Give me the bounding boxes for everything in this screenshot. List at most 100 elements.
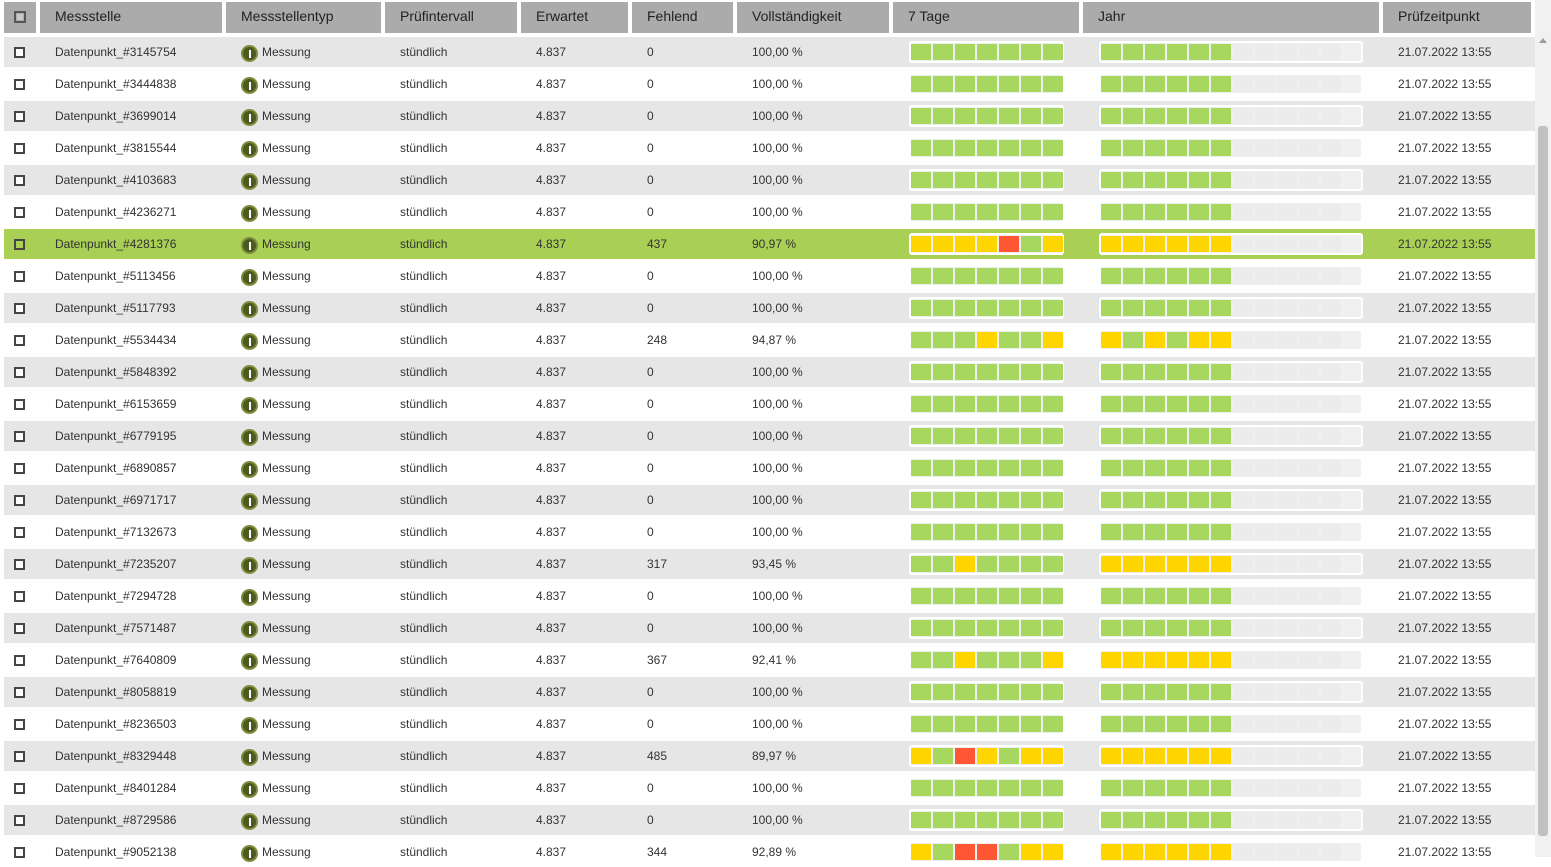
column-header-pruefintervall[interactable]: Prüfintervall (385, 2, 517, 33)
table-row[interactable]: Datenpunkt_#8236503 Messung stündlich 4.837… (4, 709, 1535, 739)
completeness-year-bar[interactable] (1099, 105, 1363, 127)
completeness-7-days-bar[interactable] (909, 745, 1064, 767)
row-checkbox-icon[interactable] (14, 367, 25, 378)
completeness-year-bar[interactable] (1099, 841, 1363, 863)
table-row[interactable]: Datenpunkt_#3444838 Messung stündlich 4.837… (4, 69, 1535, 99)
completeness-7-days-bar[interactable] (909, 297, 1064, 319)
row-checkbox-icon[interactable] (14, 463, 25, 474)
completeness-7-days-bar[interactable] (909, 681, 1064, 703)
column-header-pruefzeitpunkt[interactable]: Prüfzeitpunkt (1383, 2, 1531, 33)
table-row[interactable]: Datenpunkt_#3699014 Messung stündlich 4.837… (4, 101, 1535, 131)
table-row[interactable]: Datenpunkt_#7640809 Messung stündlich 4.837… (4, 645, 1535, 675)
completeness-7-days-bar[interactable] (909, 265, 1064, 287)
row-checkbox-icon[interactable] (14, 47, 25, 58)
completeness-year-bar[interactable] (1099, 681, 1363, 703)
row-checkbox-icon[interactable] (14, 335, 25, 346)
table-row[interactable]: Datenpunkt_#4103683 Messung stündlich 4.837… (4, 165, 1535, 195)
completeness-7-days-bar[interactable] (909, 169, 1064, 191)
row-checkbox-icon[interactable] (14, 303, 25, 314)
table-row[interactable]: Datenpunkt_#9052138 Messung stündlich 4.837… (4, 837, 1535, 867)
row-checkbox-icon[interactable] (14, 175, 25, 186)
completeness-7-days-bar[interactable] (909, 41, 1064, 63)
completeness-7-days-bar[interactable] (909, 73, 1064, 95)
row-checkbox-icon[interactable] (14, 431, 25, 442)
completeness-year-bar[interactable] (1099, 713, 1363, 735)
column-header-messstelle[interactable]: Messstelle (40, 2, 222, 33)
completeness-year-bar[interactable] (1099, 265, 1363, 287)
column-header-jahr[interactable]: Jahr (1083, 2, 1379, 33)
completeness-year-bar[interactable] (1099, 617, 1363, 639)
completeness-7-days-bar[interactable] (909, 489, 1064, 511)
table-row[interactable]: Datenpunkt_#8329448 Messung stündlich 4.837… (4, 741, 1535, 771)
completeness-year-bar[interactable] (1099, 745, 1363, 767)
completeness-year-bar[interactable] (1099, 457, 1363, 479)
table-row[interactable]: Datenpunkt_#5117793 Messung stündlich 4.837… (4, 293, 1535, 323)
completeness-7-days-bar[interactable] (909, 457, 1064, 479)
table-row[interactable]: Datenpunkt_#6779195 Messung stündlich 4.837… (4, 421, 1535, 451)
table-row[interactable]: Datenpunkt_#6971717 Messung stündlich 4.837… (4, 485, 1535, 515)
completeness-year-bar[interactable] (1099, 489, 1363, 511)
completeness-year-bar[interactable] (1099, 649, 1363, 671)
completeness-7-days-bar[interactable] (909, 425, 1064, 447)
completeness-year-bar[interactable] (1099, 233, 1363, 255)
row-checkbox-icon[interactable] (14, 399, 25, 410)
column-header-fehlend[interactable]: Fehlend (632, 2, 733, 33)
row-checkbox-icon[interactable] (14, 239, 25, 250)
table-row[interactable]: Datenpunkt_#5848392 Messung stündlich 4.837… (4, 357, 1535, 387)
row-checkbox-icon[interactable] (14, 79, 25, 90)
completeness-year-bar[interactable] (1099, 809, 1363, 831)
completeness-7-days-bar[interactable] (909, 361, 1064, 383)
row-checkbox-icon[interactable] (14, 559, 25, 570)
completeness-7-days-bar[interactable] (909, 137, 1064, 159)
row-checkbox-icon[interactable] (14, 623, 25, 634)
completeness-year-bar[interactable] (1099, 169, 1363, 191)
column-header-messstellentyp[interactable]: Messstellentyp (226, 2, 381, 33)
completeness-7-days-bar[interactable] (909, 617, 1064, 639)
completeness-year-bar[interactable] (1099, 201, 1363, 223)
row-checkbox-icon[interactable] (14, 207, 25, 218)
completeness-7-days-bar[interactable] (909, 777, 1064, 799)
row-checkbox-icon[interactable] (14, 783, 25, 794)
completeness-year-bar[interactable] (1099, 393, 1363, 415)
completeness-year-bar[interactable] (1099, 297, 1363, 319)
row-checkbox-icon[interactable] (14, 719, 25, 730)
scroll-up-arrow-icon[interactable] (1539, 38, 1547, 43)
completeness-7-days-bar[interactable] (909, 585, 1064, 607)
completeness-year-bar[interactable] (1099, 41, 1363, 63)
completeness-year-bar[interactable] (1099, 553, 1363, 575)
row-checkbox-icon[interactable] (14, 143, 25, 154)
table-row[interactable]: Datenpunkt_#6890857 Messung stündlich 4.837… (4, 453, 1535, 483)
table-row[interactable]: Datenpunkt_#3815544 Messung stündlich 4.837… (4, 133, 1535, 163)
table-row[interactable]: Datenpunkt_#4236271 Messung stündlich 4.837… (4, 197, 1535, 227)
table-row[interactable]: Datenpunkt_#7235207 Messung stündlich 4.837… (4, 549, 1535, 579)
completeness-7-days-bar[interactable] (909, 809, 1064, 831)
column-header-vollstaendigkeit[interactable]: Vollständigkeit (737, 2, 889, 33)
completeness-7-days-bar[interactable] (909, 201, 1064, 223)
row-checkbox-icon[interactable] (14, 847, 25, 858)
row-checkbox-icon[interactable] (14, 815, 25, 826)
completeness-7-days-bar[interactable] (909, 105, 1064, 127)
completeness-7-days-bar[interactable] (909, 713, 1064, 735)
column-header-erwartet[interactable]: Erwartet (521, 2, 628, 33)
completeness-7-days-bar[interactable] (909, 233, 1064, 255)
completeness-year-bar[interactable] (1099, 73, 1363, 95)
completeness-7-days-bar[interactable] (909, 329, 1064, 351)
row-checkbox-icon[interactable] (14, 111, 25, 122)
completeness-year-bar[interactable] (1099, 521, 1363, 543)
completeness-7-days-bar[interactable] (909, 553, 1064, 575)
column-header-7-tage[interactable]: 7 Tage (893, 2, 1079, 33)
completeness-year-bar[interactable] (1099, 137, 1363, 159)
table-row[interactable]: Datenpunkt_#5113456 Messung stündlich 4.837… (4, 261, 1535, 291)
table-row[interactable]: Datenpunkt_#8729586 Messung stündlich 4.837… (4, 805, 1535, 835)
completeness-year-bar[interactable] (1099, 361, 1363, 383)
row-checkbox-icon[interactable] (14, 591, 25, 602)
row-checkbox-icon[interactable] (14, 271, 25, 282)
completeness-7-days-bar[interactable] (909, 521, 1064, 543)
completeness-7-days-bar[interactable] (909, 841, 1064, 863)
row-checkbox-icon[interactable] (14, 495, 25, 506)
select-all-checkbox-icon[interactable] (14, 11, 26, 23)
table-row[interactable]: Datenpunkt_#7294728 Messung stündlich 4.837… (4, 581, 1535, 611)
completeness-year-bar[interactable] (1099, 585, 1363, 607)
completeness-7-days-bar[interactable] (909, 393, 1064, 415)
table-row[interactable]: Datenpunkt_#8401284 Messung stündlich 4.837… (4, 773, 1535, 803)
